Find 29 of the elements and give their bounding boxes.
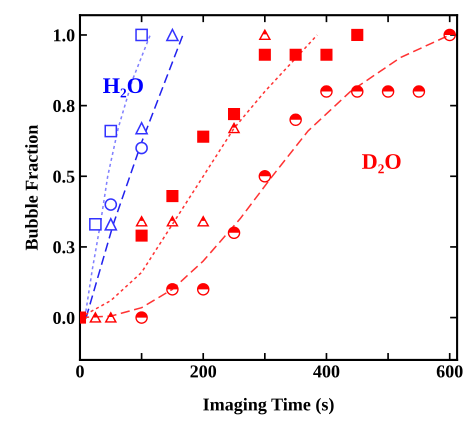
x-tick-label: 600 — [436, 365, 463, 378]
point — [104, 124, 118, 138]
point — [166, 28, 179, 42]
y-axis-title: Bubble Fraction — [25, 124, 38, 250]
point — [136, 230, 148, 242]
point — [228, 108, 240, 120]
point — [197, 130, 210, 143]
annotation: H₂O — [103, 78, 143, 98]
x-tick-label: 400 — [313, 365, 340, 378]
x-tick-label: 0 — [76, 365, 84, 378]
annotation: D₂O — [362, 154, 401, 174]
x-tick-label: 200 — [190, 365, 216, 378]
y-tick-label: 0.3 — [53, 241, 74, 254]
point — [351, 28, 364, 42]
x-axis-title: Imaging Time (s) — [203, 398, 334, 414]
point — [104, 218, 118, 231]
point — [89, 218, 102, 231]
point — [104, 198, 118, 211]
y-tick-label: 0.0 — [53, 312, 74, 324]
y-tick-label: 0.8 — [53, 100, 75, 112]
point — [320, 48, 333, 61]
point — [135, 28, 148, 42]
point — [258, 48, 271, 61]
point — [135, 122, 148, 135]
y-tick-label: 0.5 — [53, 170, 74, 183]
point — [290, 48, 302, 61]
y-tick-label: 1.0 — [54, 29, 74, 42]
point — [166, 190, 178, 202]
point — [135, 142, 148, 154]
